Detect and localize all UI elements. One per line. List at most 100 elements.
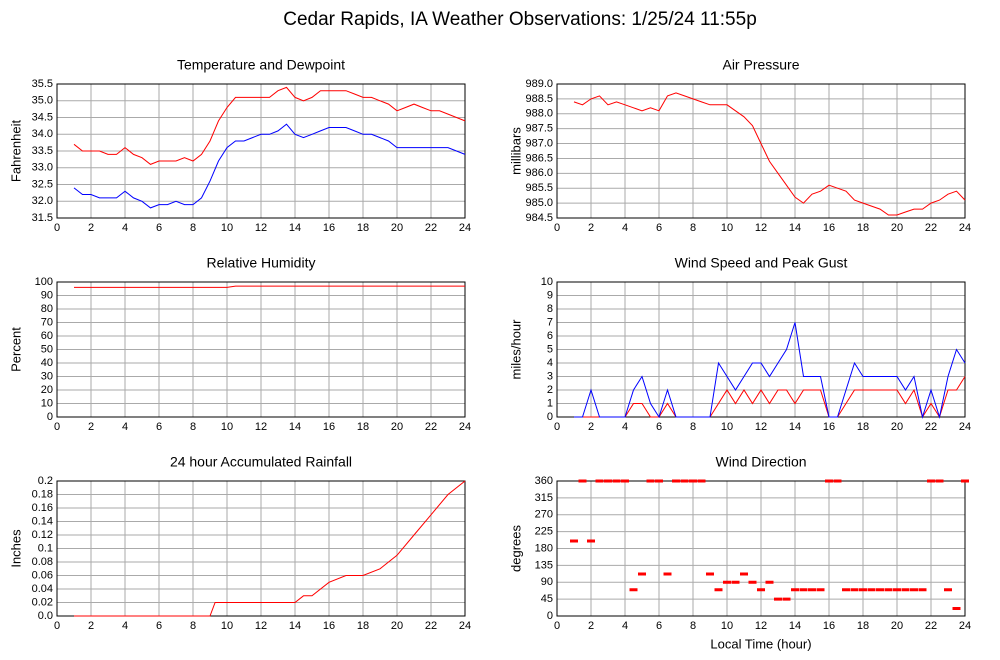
y-tick-label: 0.16: [32, 502, 53, 514]
y-tick-label: 0: [547, 610, 553, 622]
y-tick-label: 0.0: [38, 610, 53, 622]
x-tick-label: 20: [391, 222, 403, 234]
y-tick-label: 985.0: [525, 197, 553, 209]
data-point: [672, 479, 680, 483]
x-tick-label: 8: [690, 222, 696, 234]
x-tick-label: 6: [656, 222, 662, 234]
y-tick-label: 8: [547, 303, 553, 315]
x-tick-label: 0: [54, 421, 60, 433]
x-tick-label: 16: [323, 421, 335, 433]
x-tick-label: 8: [190, 620, 196, 632]
y-tick-label: 35.5: [32, 78, 53, 90]
x-tick-label: 18: [857, 620, 869, 632]
x-tick-label: 16: [323, 620, 335, 632]
x-tick-label: 20: [891, 620, 903, 632]
y-tick-label: 10: [41, 397, 53, 409]
data-point: [918, 588, 927, 592]
x-tick-label: 18: [357, 620, 369, 632]
data-line: [74, 480, 466, 617]
y-tick-label: 985.5: [525, 182, 553, 194]
x-tick-label: 24: [459, 222, 471, 234]
x-tick-label: 2: [88, 620, 94, 632]
x-axis-label: Local Time (hour): [710, 636, 811, 651]
data-point: [952, 607, 961, 610]
data-point: [876, 588, 884, 592]
x-tick-label: 12: [255, 222, 267, 234]
x-tick-label: 22: [425, 620, 437, 632]
y-tick-label: 315: [535, 492, 553, 504]
data-point: [629, 588, 638, 592]
y-tick-label: 32.0: [32, 195, 53, 207]
y-tick-label: 45: [541, 593, 553, 605]
data-point: [757, 588, 765, 592]
y-tick-label: 0: [47, 411, 53, 423]
data-point: [774, 597, 782, 601]
y-tick-label: 30: [41, 370, 53, 382]
chart-title: Temperature and Dewpoint: [177, 57, 345, 73]
y-tick-label: 33.0: [32, 162, 53, 174]
x-tick-label: 10: [221, 421, 233, 433]
x-tick-label: 22: [925, 620, 937, 632]
y-axis-label: miles/hour: [508, 319, 523, 380]
x-tick-label: 0: [554, 421, 560, 433]
y-tick-label: 0: [547, 411, 553, 423]
x-tick-label: 20: [891, 421, 903, 433]
x-tick-label: 2: [588, 620, 594, 632]
x-tick-label: 22: [925, 222, 937, 234]
data-point: [850, 588, 859, 592]
x-tick-label: 2: [88, 421, 94, 433]
y-tick-label: 20: [41, 384, 53, 396]
page-title: Cedar Rapids, IA Weather Observations: 1…: [283, 9, 757, 30]
x-tick-label: 6: [156, 620, 162, 632]
data-point: [893, 588, 901, 592]
y-tick-label: 34.5: [32, 111, 53, 123]
x-tick-label: 10: [721, 222, 733, 234]
y-tick-label: 988.0: [525, 108, 553, 120]
data-point: [901, 588, 910, 592]
x-tick-label: 12: [755, 222, 767, 234]
x-tick-label: 2: [588, 421, 594, 433]
data-point: [799, 588, 808, 592]
plot-frame: [56, 480, 466, 617]
x-tick-label: 0: [554, 222, 560, 234]
data-point: [570, 539, 578, 543]
y-tick-label: 0.2: [38, 475, 53, 487]
x-tick-label: 20: [891, 222, 903, 234]
x-tick-label: 4: [122, 421, 128, 433]
x-tick-label: 22: [425, 421, 437, 433]
x-tick-label: 10: [221, 222, 233, 234]
y-tick-label: 31.5: [32, 212, 53, 224]
x-tick-label: 12: [755, 620, 767, 632]
y-tick-label: 5: [547, 343, 553, 355]
y-tick-label: 988.5: [525, 93, 553, 105]
y-tick-label: 225: [535, 526, 553, 538]
data-point: [782, 597, 791, 601]
y-tick-label: 60: [41, 330, 53, 342]
y-tick-label: 270: [535, 509, 553, 521]
data-point: [731, 580, 740, 584]
x-tick-label: 10: [221, 620, 233, 632]
data-line: [73, 123, 466, 209]
y-tick-label: 40: [41, 357, 53, 369]
data-point: [825, 479, 833, 483]
y-axis-label: Percent: [8, 327, 23, 372]
y-tick-label: 0.02: [32, 596, 53, 608]
y-tick-label: 0.18: [32, 488, 53, 500]
y-axis-label: Inches: [8, 529, 23, 568]
chart-title: 24 hour Accumulated Rainfall: [170, 454, 352, 470]
y-axis-label: degrees: [508, 525, 523, 572]
x-tick-label: 12: [755, 421, 767, 433]
chart-title: Wind Speed and Peak Gust: [675, 255, 848, 271]
y-tick-label: 33.5: [32, 145, 53, 157]
x-tick-label: 14: [789, 421, 801, 433]
x-tick-label: 14: [789, 222, 801, 234]
data-point: [723, 580, 731, 584]
x-tick-label: 8: [690, 421, 696, 433]
x-tick-label: 10: [721, 421, 733, 433]
data-point: [655, 479, 663, 483]
x-tick-label: 4: [622, 620, 628, 632]
x-tick-label: 24: [459, 421, 471, 433]
data-point: [612, 479, 621, 483]
x-tick-label: 12: [255, 620, 267, 632]
data-line: [74, 285, 465, 288]
